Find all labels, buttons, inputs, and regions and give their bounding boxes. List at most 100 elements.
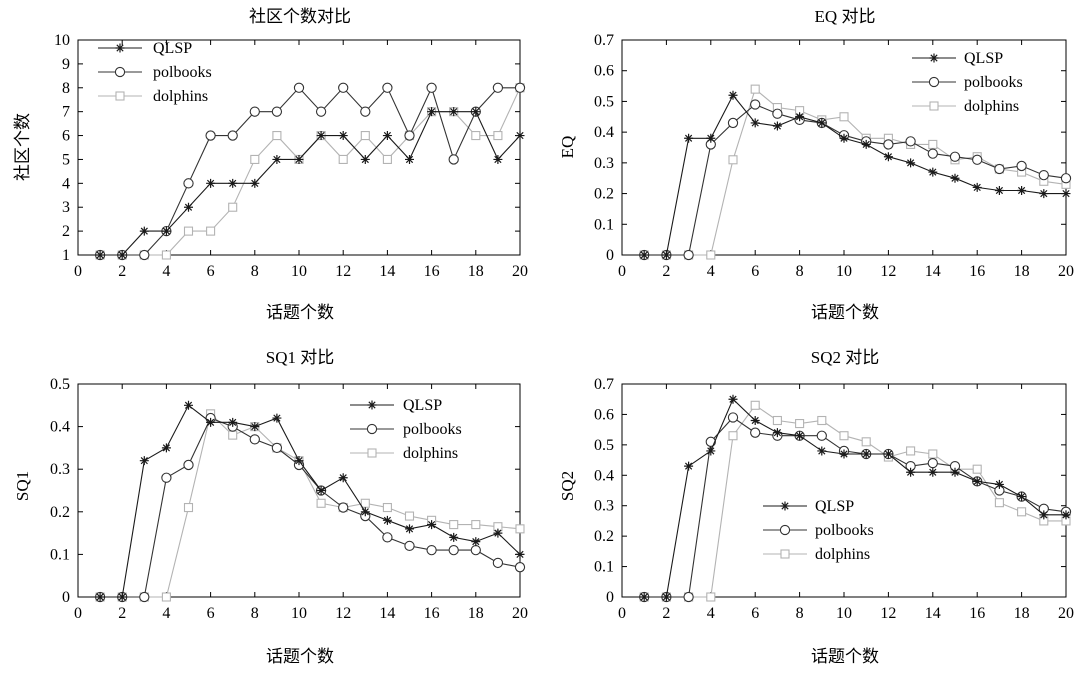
data-point (684, 133, 694, 143)
data-point (705, 436, 716, 447)
data-point (727, 117, 739, 129)
x-tick-label: 4 (162, 605, 170, 622)
data-point (493, 528, 503, 538)
data-point (294, 154, 304, 164)
data-point (95, 250, 105, 260)
data-point (727, 412, 739, 423)
x-tick-label: 8 (796, 263, 804, 280)
data-point (795, 431, 805, 441)
data-point (338, 154, 348, 164)
data-point (272, 131, 282, 141)
x-tick-label: 14 (379, 605, 395, 622)
series-line-QLSP (100, 404, 521, 598)
data-point (184, 400, 193, 410)
legend-label: polbooks (964, 74, 1023, 91)
data-point (161, 592, 171, 602)
data-point (929, 101, 939, 111)
legend: QLSP polbooks dolphins (912, 50, 1023, 115)
data-point (728, 431, 738, 441)
data-point (927, 148, 938, 159)
data-point (115, 91, 125, 101)
data-point (515, 131, 525, 141)
data-point (183, 502, 194, 513)
data-point (772, 415, 782, 426)
data-point (492, 557, 504, 569)
x-tick-label: 8 (251, 263, 259, 280)
data-point (205, 130, 216, 141)
data-point (1017, 507, 1027, 517)
data-point (706, 133, 716, 143)
x-tick-label: 14 (379, 263, 395, 280)
chart-eq: EQ 对比 话题个数 EQ 0 2 4 6 8 10 12 14 16 18 20 0 0.1 0.2 0.… (558, 7, 1074, 322)
data-point (514, 562, 526, 573)
data-point (315, 106, 327, 117)
legend-item: dolphins (98, 88, 208, 105)
data-point (382, 515, 392, 525)
y-tick-label: 0.1 (594, 216, 614, 233)
data-point (366, 423, 378, 435)
x-tick-label: 0 (74, 263, 82, 280)
data-point (272, 413, 282, 423)
data-point (683, 249, 694, 261)
y-axis-label: SQ1 (13, 471, 32, 501)
data-point (184, 202, 193, 212)
data-point (905, 136, 916, 147)
legend-label: polbooks (403, 421, 462, 438)
series-line-QLSP (644, 94, 1066, 256)
data-point (427, 520, 437, 530)
series-line-dolphins (100, 412, 521, 598)
data-point (360, 154, 370, 164)
legend-item: dolphins (350, 445, 458, 462)
data-point (227, 130, 238, 141)
data-point (779, 524, 791, 536)
chart-title: EQ 对比 (815, 7, 876, 26)
data-point (493, 154, 503, 164)
data-point (405, 524, 414, 534)
data-point (706, 592, 716, 602)
data-point (994, 479, 1004, 489)
chart-title: SQ2 对比 (811, 348, 879, 367)
data-point (316, 486, 326, 495)
data-point (639, 592, 649, 602)
legend-label: dolphins (153, 88, 208, 105)
y-tick-label: 10 (54, 32, 70, 49)
data-point (706, 250, 716, 260)
legend-item: dolphins (912, 98, 1019, 115)
data-point (839, 112, 849, 122)
chart-sq1: SQ1 对比 话题个数 SQ1 0 2 4 6 8 10 12 14 16 18 20 0 0.1 0.2… (13, 348, 528, 666)
legend-item: dolphins (763, 546, 870, 563)
data-point (249, 106, 260, 117)
data-point (360, 106, 371, 117)
data-point (471, 520, 481, 530)
x-tick-label: 6 (207, 605, 215, 622)
data-point (1039, 510, 1049, 520)
data-point (728, 90, 738, 100)
x-tick-label: 16 (969, 263, 985, 280)
data-point (294, 456, 304, 466)
legend-item: polbooks (350, 421, 462, 438)
data-point (1017, 186, 1027, 195)
data-point (316, 131, 326, 141)
x-tick-label: 14 (925, 605, 941, 622)
chart-title: 社区个数对比 (249, 7, 351, 26)
chart-sq2: SQ2 对比 话题个数 SQ2 0 2 4 6 8 10 12 14 16 18 20 0 0.1 0.2… (558, 348, 1074, 666)
x-tick-label: 6 (207, 263, 215, 280)
data-point (928, 76, 940, 88)
data-point (750, 118, 760, 128)
x-tick-label: 10 (291, 263, 307, 280)
data-point (1060, 173, 1072, 184)
series-line-QLSP (644, 398, 1066, 598)
data-point (183, 459, 194, 471)
plot-area: 0 2 4 6 8 10 12 14 16 18 20 0 0.1 0.2 0.3 0.4 0.5 (50, 376, 528, 622)
y-tick-label: 0.2 (50, 504, 70, 521)
y-tick-label: 0.3 (594, 155, 614, 172)
data-point (728, 155, 738, 165)
x-tick-label: 10 (836, 605, 852, 622)
data-point (117, 250, 127, 260)
y-tick-label: 0.2 (594, 528, 614, 545)
x-tick-label: 2 (662, 263, 670, 280)
data-point (994, 498, 1004, 508)
data-point (839, 449, 849, 459)
legend-label: polbooks (815, 522, 874, 539)
